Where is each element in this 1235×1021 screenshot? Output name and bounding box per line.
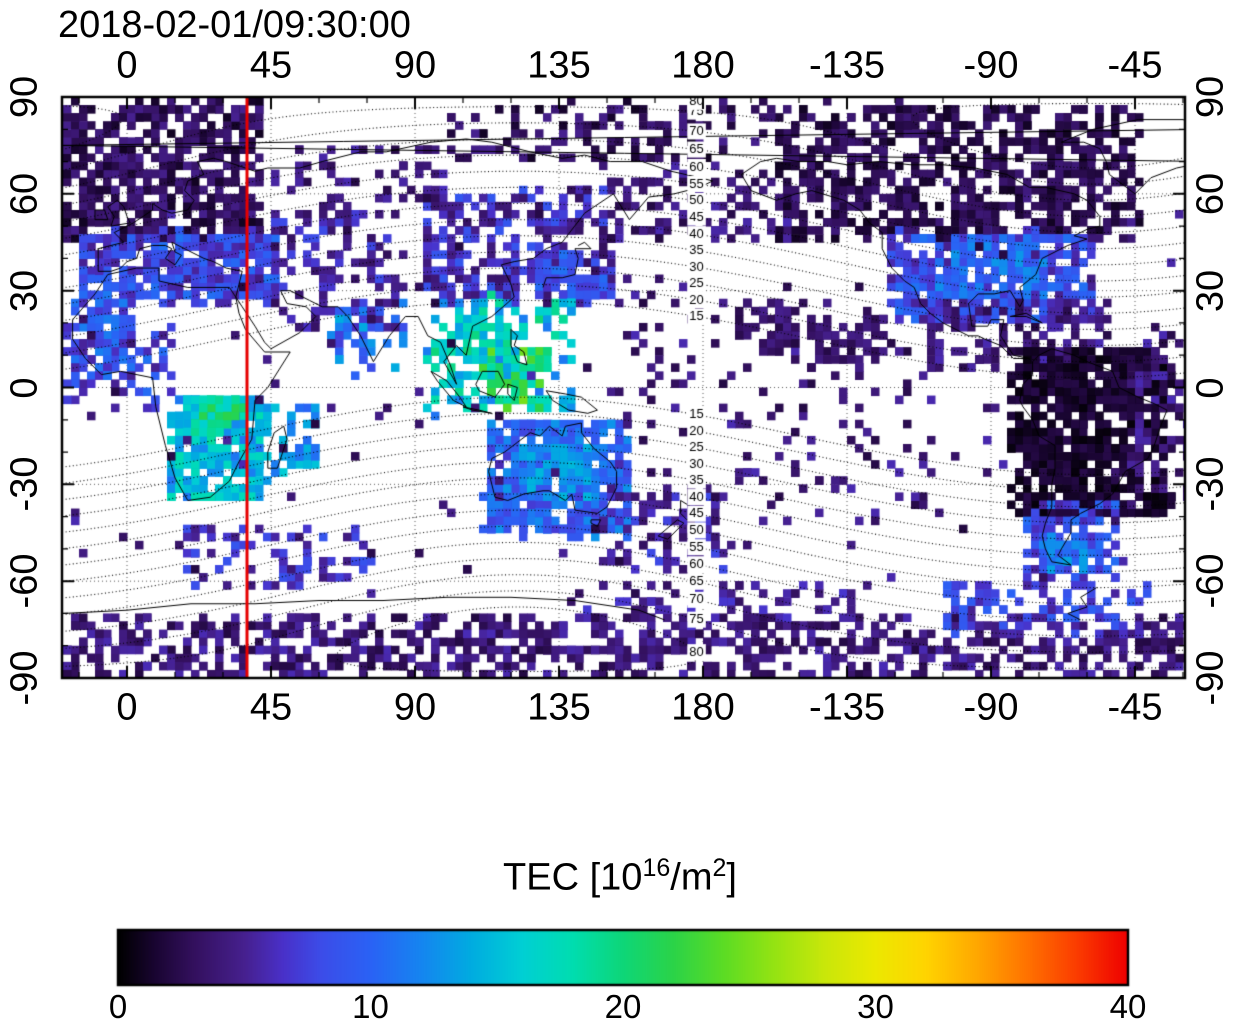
timestamp-title: 2018-02-01/09:30:00 bbox=[58, 4, 411, 46]
lon-tick-label-bottom: 45 bbox=[249, 686, 293, 729]
colorbar-title-suffix: ] bbox=[726, 856, 737, 899]
colorbar-title-prefix: TEC [10 bbox=[503, 856, 643, 899]
lon-tick-label-top: 0 bbox=[116, 44, 138, 87]
colorbar-title-exponent2: 2 bbox=[712, 854, 727, 882]
lon-tick-label-bottom: -45 bbox=[1107, 686, 1163, 729]
lon-tick-label-top: 90 bbox=[393, 44, 437, 87]
colorbar-title: TEC [1016/m2] bbox=[503, 854, 737, 900]
lat-tick-label-right: 0 bbox=[1189, 376, 1232, 399]
lat-tick-label-right: 90 bbox=[1189, 75, 1232, 119]
lat-tick-label-right: -90 bbox=[1189, 650, 1232, 706]
lat-tick-label-left: -90 bbox=[3, 650, 46, 706]
lat-tick-label-left: -30 bbox=[3, 456, 46, 512]
colorbar-title-exponent: 16 bbox=[642, 854, 671, 882]
lon-tick-label-top: -45 bbox=[1107, 44, 1163, 87]
lon-tick-label-top: -90 bbox=[963, 44, 1019, 87]
lat-tick-label-right: 30 bbox=[1189, 269, 1232, 312]
colorbar-title-mid: /m bbox=[670, 856, 713, 899]
lon-tick-label-bottom: 90 bbox=[393, 686, 437, 729]
lat-tick-label-right: 60 bbox=[1189, 172, 1232, 215]
colorbar-tick-label: 30 bbox=[857, 988, 894, 1021]
lon-tick-label-bottom: -90 bbox=[963, 686, 1019, 729]
colorbar-tick-label: 20 bbox=[604, 988, 642, 1021]
lat-tick-label-left: 30 bbox=[3, 269, 46, 312]
colorbar-tick-label: 40 bbox=[1109, 988, 1147, 1021]
lon-tick-label-top: 180 bbox=[671, 44, 735, 87]
lon-tick-label-top: 45 bbox=[249, 44, 293, 87]
lat-tick-label-right: -60 bbox=[1189, 553, 1232, 609]
lon-tick-label-bottom: -135 bbox=[808, 686, 886, 729]
colorbar-tick-label: 10 bbox=[352, 988, 389, 1021]
lon-tick-label-bottom: 135 bbox=[527, 686, 591, 729]
lon-tick-label-bottom: 0 bbox=[116, 686, 138, 729]
lat-tick-label-left: 90 bbox=[3, 75, 46, 119]
lon-tick-label-bottom: 180 bbox=[671, 686, 735, 729]
colorbar-tick-label: 0 bbox=[108, 988, 128, 1021]
lat-tick-label-right: -30 bbox=[1189, 456, 1232, 512]
lat-tick-label-left: 60 bbox=[3, 172, 46, 215]
lat-tick-label-left: -60 bbox=[3, 553, 46, 609]
lat-tick-label-left: 0 bbox=[3, 376, 46, 399]
lon-tick-label-top: -135 bbox=[808, 44, 886, 87]
lon-tick-label-top: 135 bbox=[527, 44, 591, 87]
